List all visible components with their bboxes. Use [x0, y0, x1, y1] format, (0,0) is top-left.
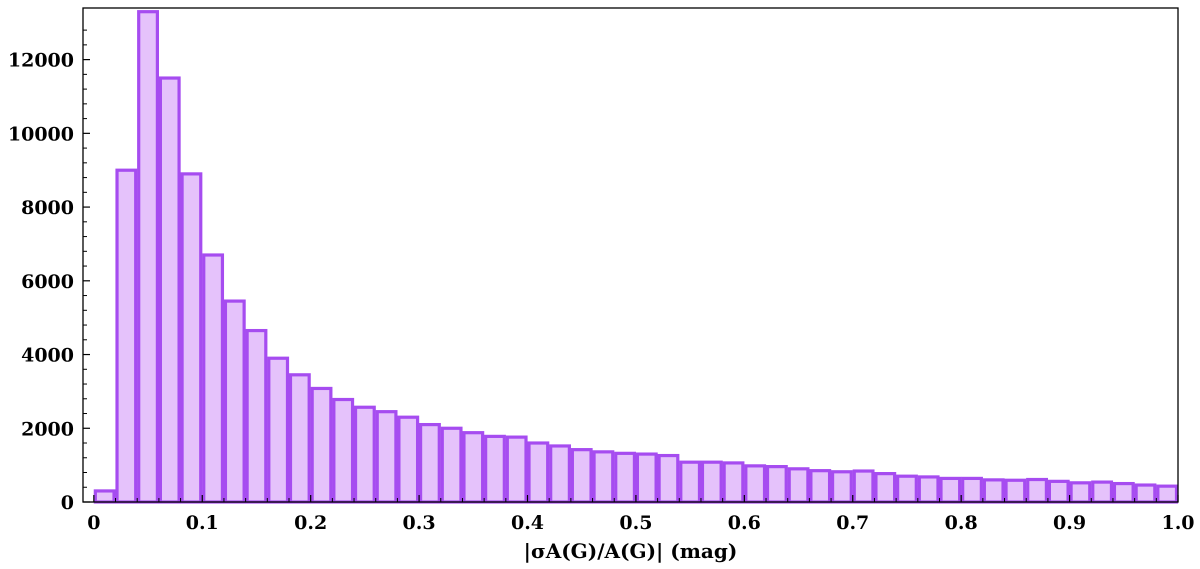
x-tick-label: 1.0	[1161, 512, 1194, 534]
x-tick-label: 0.3	[403, 512, 436, 534]
histogram-bar	[939, 476, 962, 504]
histogram-bar	[353, 405, 376, 504]
y-tick-label: 6000	[21, 271, 74, 293]
x-tick-label: 0.1	[186, 512, 219, 534]
histogram-bar	[332, 397, 355, 504]
y-tick-label: 2000	[21, 418, 74, 440]
histogram-bar	[137, 10, 159, 504]
histogram-bar	[1047, 479, 1070, 504]
histogram-bar	[375, 410, 398, 504]
y-tick-label: 8000	[21, 197, 74, 219]
x-tick-label: 0.8	[945, 512, 978, 534]
histogram-bar	[592, 450, 615, 504]
histogram-bar	[245, 328, 268, 504]
y-axis-ticks: 0 2000 4000 6000 8000 10000 12000	[8, 29, 90, 514]
histogram-bar	[1134, 483, 1157, 504]
histogram-bars	[93, 10, 1179, 504]
histogram-bar	[202, 253, 225, 504]
histogram-bar	[614, 451, 637, 504]
histogram-bar	[288, 373, 311, 504]
x-tick-label: 0.4	[511, 512, 544, 534]
histogram-bar	[635, 452, 658, 504]
histogram-bar	[1112, 481, 1135, 504]
x-tick-label: 0.7	[836, 512, 869, 534]
histogram-bar	[267, 356, 290, 504]
y-tick-label: 0	[61, 492, 74, 514]
histogram-bar	[418, 422, 441, 504]
x-tick-label: 0.5	[619, 512, 652, 534]
histogram-bar	[1004, 478, 1027, 504]
histogram-bar	[1026, 477, 1049, 504]
histogram-bar	[462, 431, 485, 504]
histogram-bar	[961, 476, 983, 504]
histogram-bar	[180, 172, 203, 504]
y-tick-label: 10000	[8, 123, 74, 145]
histogram-bar	[527, 441, 550, 504]
histogram-bar	[679, 460, 702, 504]
histogram-bar	[896, 474, 918, 504]
histogram-bar	[787, 467, 810, 504]
histogram-bar	[223, 299, 246, 504]
histogram-bar	[809, 469, 832, 504]
histogram-bar	[700, 460, 723, 504]
histogram-bar	[917, 475, 940, 504]
histogram-bar	[549, 444, 571, 504]
histogram-bar	[982, 478, 1005, 504]
histogram-bar	[1156, 484, 1179, 504]
histogram-bar	[830, 470, 853, 504]
histogram-bar	[115, 168, 138, 504]
histogram-bar	[484, 434, 506, 504]
histogram-bar	[505, 435, 528, 504]
x-tick-label: 0.2	[294, 512, 327, 534]
histogram-bar	[1091, 480, 1114, 504]
histogram-bar	[722, 461, 745, 504]
x-tick-label: 0	[87, 512, 100, 534]
histogram-bar	[310, 386, 333, 504]
histogram-bar	[874, 472, 897, 504]
x-axis-ticks: 0 0.1 0.2 0.3 0.4 0.5 0.6 0.7 0.8 0.9 1.0	[87, 495, 1195, 534]
histogram-bar	[397, 415, 420, 504]
histogram-bar	[1069, 481, 1092, 504]
x-tick-label: 0.6	[728, 512, 761, 534]
x-tick-label: 0.9	[1053, 512, 1086, 534]
plot-frame	[82, 7, 1179, 503]
histogram-bar	[158, 76, 181, 504]
histogram-bar	[744, 464, 767, 504]
histogram-bar	[93, 489, 116, 504]
histogram-bar	[440, 426, 463, 504]
x-axis-label: |σA(G)/A(G)| (mag)	[524, 539, 738, 563]
y-tick-label: 12000	[8, 50, 74, 72]
histogram-bar	[657, 453, 680, 504]
y-tick-label: 4000	[21, 345, 74, 367]
histogram-bar	[852, 469, 875, 504]
histogram-bar	[765, 465, 788, 504]
histogram-bar	[570, 448, 593, 504]
